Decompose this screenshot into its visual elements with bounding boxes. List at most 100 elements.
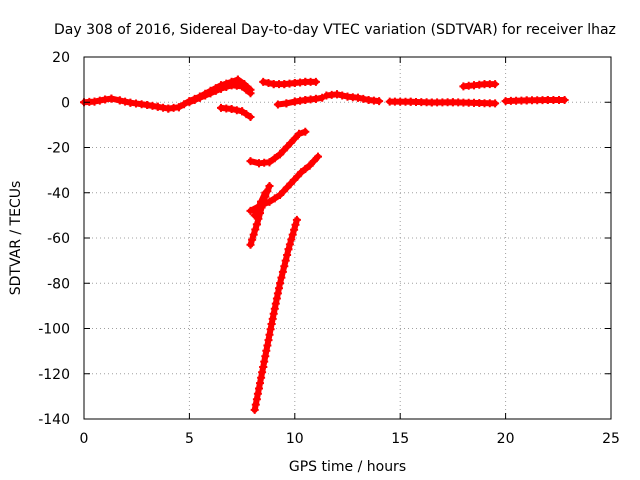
data-point-marker (354, 93, 362, 102)
data-point-marker (250, 211, 259, 220)
data-point-marker (217, 84, 225, 93)
data-point-marker (290, 225, 299, 234)
data-point-marker (283, 251, 292, 259)
data-point-marker (291, 220, 300, 229)
data-point-marker (251, 400, 260, 409)
data-point-marker (271, 299, 280, 308)
data-point-marker (270, 194, 279, 203)
data-point-marker (290, 134, 299, 143)
y-tick-label: -20 (47, 141, 70, 157)
data-point-marker (309, 157, 318, 166)
series-s3 (217, 103, 255, 121)
data-point-marker (195, 93, 204, 102)
y-tick-label: -80 (47, 276, 70, 292)
y-tick-label: -120 (38, 367, 70, 383)
data-point-marker (115, 96, 124, 105)
x-axis-label: GPS time / hours (289, 459, 406, 475)
x-tick-label: 15 (391, 431, 409, 447)
x-tick-label: 0 (80, 431, 89, 447)
y-tick-label: -40 (47, 186, 70, 202)
data-point-marker (190, 96, 199, 104)
series-s7 (385, 97, 500, 108)
data-point-marker (253, 204, 262, 213)
series-s13 (250, 188, 270, 220)
data-point-marker (250, 405, 259, 414)
data-point-marker (359, 94, 368, 103)
data-point-marker (185, 98, 194, 107)
data-point-marker (222, 83, 231, 91)
data-point-marker (265, 330, 274, 339)
data-point-marker (284, 245, 293, 254)
data-point-marker (286, 139, 295, 147)
data-point-marker (301, 165, 310, 173)
y-tick-label: 0 (61, 95, 70, 111)
data-point-marker (265, 158, 274, 167)
series-s10 (246, 127, 310, 168)
data-point-marker (256, 379, 264, 388)
data-point-marker (276, 279, 284, 288)
data-point-marker (232, 106, 241, 115)
data-point-marker (277, 273, 286, 282)
data-point-marker (333, 90, 341, 99)
data-point-marker (253, 389, 262, 398)
data-point-marker (258, 368, 267, 377)
data-point-marker (491, 99, 500, 108)
data-point-marker (375, 97, 384, 106)
series-s12 (246, 182, 274, 249)
data-point-marker (260, 357, 269, 366)
data-point-marker (238, 107, 247, 116)
data-point-marker (292, 215, 301, 224)
data-point-marker (174, 103, 183, 112)
y-axis-label: SDTVAR / TECUs (8, 181, 24, 296)
data-point-marker (314, 152, 322, 161)
data-point-marker (121, 97, 130, 106)
chart-title: Day 308 of 2016, Sidereal Day-to-day VTE… (54, 22, 616, 38)
data-point-marker (233, 75, 242, 84)
data-point-marker (262, 346, 271, 355)
series-s14 (250, 215, 301, 414)
data-point-marker (282, 99, 291, 108)
data-point-marker (338, 91, 347, 100)
data-point-marker (264, 79, 273, 87)
data-point-marker (246, 240, 255, 249)
series-s6 (322, 90, 384, 106)
x-tick-label: 25 (602, 431, 620, 447)
data-point-marker (311, 77, 320, 86)
y-tick-label: -100 (38, 322, 70, 338)
data-point-marker (201, 91, 210, 100)
data-series (80, 75, 569, 414)
data-point-marker (267, 320, 276, 328)
data-point-marker (280, 262, 289, 271)
data-point-marker (246, 157, 255, 166)
series-s9 (501, 96, 569, 106)
y-tick-label: -140 (38, 412, 70, 428)
data-point-marker (238, 82, 247, 91)
data-point-marker (269, 309, 278, 318)
data-point-marker (246, 113, 255, 121)
data-point-marker (246, 206, 255, 215)
data-point-marker (297, 168, 306, 177)
data-point-marker (263, 341, 272, 350)
data-point-marker (560, 96, 569, 104)
data-point-marker (265, 182, 274, 190)
data-point-marker (273, 289, 282, 298)
data-point-marker (278, 267, 287, 276)
data-point-marker (242, 85, 251, 94)
data-point-marker (211, 86, 220, 95)
data-point-marker (206, 89, 215, 98)
y-tick-label: 20 (52, 50, 70, 66)
series-s4 (259, 77, 320, 89)
data-point-marker (180, 100, 189, 109)
y-tick-label: -60 (47, 231, 70, 247)
axis-ticks: 0 5 10 15 20 25 20 0 -20 -40 -60 -80 -100 -120 -140 (38, 50, 620, 447)
data-point-marker (261, 188, 270, 197)
data-point-marker (252, 220, 261, 229)
data-point-marker (285, 240, 294, 249)
data-point-marker (491, 80, 500, 89)
series-s2 (185, 81, 255, 107)
data-point-marker (305, 161, 314, 170)
data-point-marker (301, 127, 310, 136)
data-point-marker (242, 110, 251, 119)
data-point-marker (295, 129, 303, 138)
